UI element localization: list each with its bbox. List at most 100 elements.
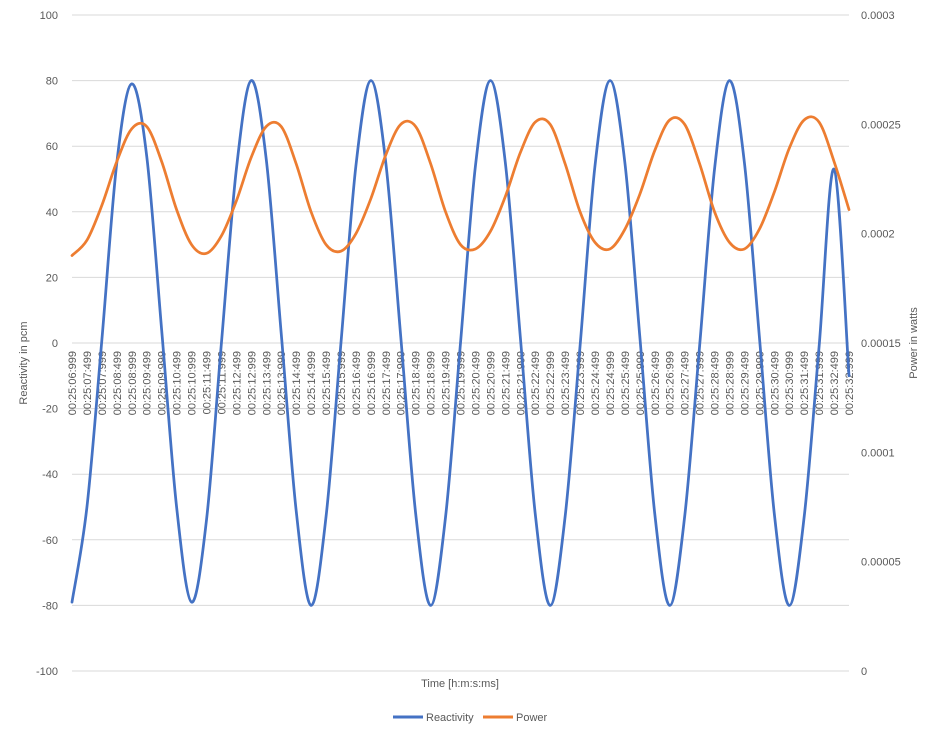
data-point-reactivity	[653, 512, 656, 515]
data-point-reactivity	[698, 345, 701, 348]
left-axis-ticks: 100 80 60 40 20 0 -20 -40 -60 -80 -100	[36, 10, 58, 678]
data-point-reactivity	[175, 506, 178, 508]
data-point-power	[325, 243, 327, 246]
data-point-power	[370, 197, 372, 200]
data-point-power	[564, 162, 566, 165]
x-tick-label: 00:25:07:499	[82, 351, 94, 415]
x-tick-label: 00:25:08:999	[127, 351, 139, 415]
data-point-power	[639, 193, 641, 196]
data-point-power	[280, 125, 282, 128]
y-tick-label: -20	[42, 404, 58, 416]
data-point-reactivity	[818, 345, 820, 348]
data-point-reactivity	[280, 332, 282, 334]
y-tick-label: 20	[46, 272, 58, 284]
data-point-reactivity	[355, 165, 357, 167]
data-point-reactivity	[713, 168, 716, 170]
data-point-reactivity	[848, 375, 850, 377]
data-point-reactivity	[190, 601, 193, 603]
data-point-reactivity	[459, 342, 462, 344]
data-point-power	[265, 125, 268, 128]
data-point-reactivity	[728, 79, 731, 82]
right-axis-title: Power in watts	[908, 307, 920, 379]
x-tick-label: 00:25:27:499	[680, 351, 692, 415]
data-point-reactivity	[370, 79, 372, 82]
y-tick-label: 100	[40, 10, 58, 22]
y2-tick-label: 0	[861, 666, 867, 678]
data-point-reactivity	[833, 168, 835, 170]
x-tick-label: 00:25:25:499	[620, 351, 632, 415]
data-point-reactivity	[639, 335, 641, 338]
series-layer	[70, 79, 851, 607]
x-tick-label: 00:25:14:499	[291, 351, 303, 415]
data-point-power	[145, 125, 148, 128]
data-point-power	[803, 119, 805, 121]
data-point-power	[758, 228, 761, 231]
x-tick-label: 00:25:09:499	[142, 351, 154, 415]
data-point-power	[609, 248, 611, 250]
data-point-reactivity	[504, 161, 507, 164]
data-point-power	[743, 248, 746, 250]
x-tick-label: 00:25:29:499	[739, 351, 751, 415]
data-point-reactivity	[399, 335, 402, 338]
data-point-power	[459, 243, 462, 246]
y-tick-label: -80	[42, 600, 58, 612]
data-point-power	[504, 195, 507, 198]
data-point-reactivity	[564, 516, 566, 518]
data-point-power	[130, 127, 133, 130]
x-tick-label: 00:25:26:499	[650, 351, 662, 415]
series-line-power	[70, 115, 851, 257]
data-point-power	[534, 121, 537, 123]
data-point-reactivity	[474, 165, 477, 167]
x-tick-label: 00:25:20:999	[485, 351, 497, 415]
data-point-reactivity	[773, 512, 776, 515]
y2-tick-label: 0.00025	[861, 119, 901, 131]
data-point-reactivity	[414, 512, 417, 515]
x-tick-label: 00:25:15:499	[321, 351, 333, 415]
data-point-reactivity	[758, 335, 761, 338]
x-tick-label: 00:25:11:499	[201, 351, 213, 414]
x-tick-label: 00:25:21:499	[500, 351, 512, 415]
data-point-power	[295, 162, 297, 165]
legend-power-label: Power	[516, 712, 548, 724]
y2-tick-label: 0.0003	[861, 10, 895, 22]
data-point-power	[788, 147, 791, 150]
data-point-power	[340, 250, 342, 252]
data-point-power	[71, 254, 73, 257]
data-point-reactivity	[295, 509, 297, 512]
data-point-power	[399, 123, 402, 126]
data-point-power	[86, 239, 88, 242]
x-tick-label: 00:25:22:999	[545, 351, 557, 415]
data-point-power	[653, 149, 656, 152]
x-tick-label: 00:25:23:499	[560, 351, 572, 415]
y-tick-label: -100	[36, 666, 58, 678]
data-point-power	[728, 241, 731, 244]
x-tick-label: 00:25:17:499	[381, 351, 393, 415]
data-point-reactivity	[265, 158, 268, 161]
data-point-power	[549, 123, 551, 126]
y-tick-label: 40	[46, 207, 58, 219]
legend-reactivity-label: Reactivity	[426, 712, 474, 724]
data-point-power	[818, 121, 820, 123]
x-tick-label: 00:25:28:999	[724, 351, 736, 415]
data-point-reactivity	[624, 161, 626, 164]
x-tick-label: 00:25:20:499	[470, 351, 482, 415]
y-tick-label: 0	[52, 338, 58, 350]
data-point-reactivity	[310, 604, 312, 607]
y2-tick-label: 0.00005	[861, 557, 901, 569]
y2-tick-label: 0.0002	[861, 229, 895, 241]
data-point-power	[116, 160, 118, 163]
data-point-reactivity	[340, 342, 342, 344]
x-tick-label: 00:25:12:499	[231, 351, 243, 415]
data-point-power	[579, 211, 581, 213]
data-point-reactivity	[444, 516, 447, 518]
x-tick-label: 00:25:08:499	[112, 351, 124, 415]
data-point-power	[384, 154, 387, 156]
data-point-power	[429, 162, 432, 165]
legend: Reactivity Power	[393, 712, 548, 724]
data-point-power	[624, 228, 626, 231]
data-point-power	[250, 156, 253, 158]
data-point-power	[414, 125, 417, 128]
x-tick-label: 00:25:18:499	[411, 351, 423, 415]
data-point-reactivity	[549, 604, 551, 607]
y-tick-label: -40	[42, 469, 58, 481]
